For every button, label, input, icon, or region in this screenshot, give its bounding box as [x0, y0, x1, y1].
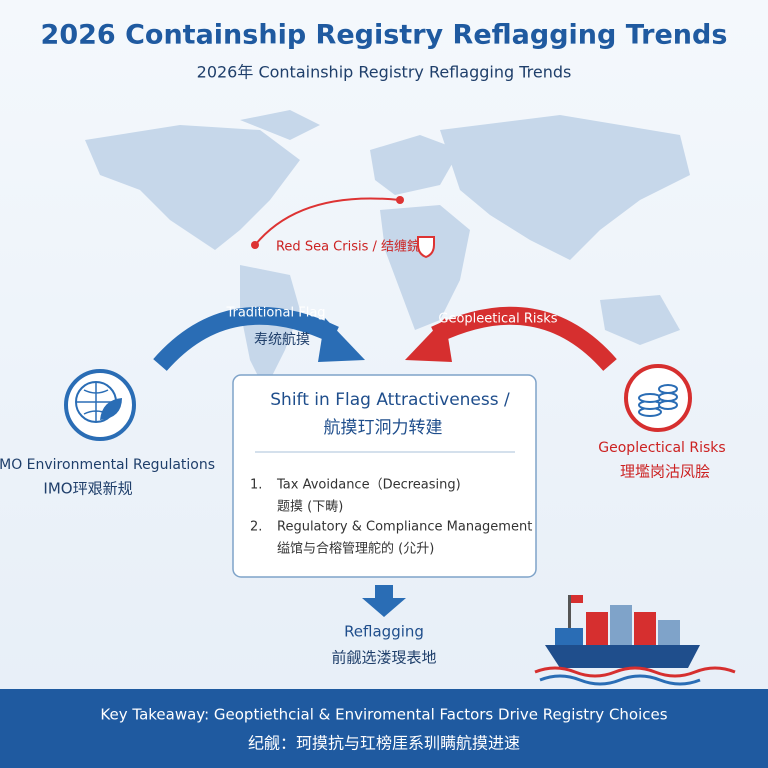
crisis-route — [254, 197, 401, 246]
left-factor-label: IMO Environmental Regulations — [0, 457, 215, 473]
item-text: Regulatory & Compliance Management — [277, 520, 532, 535]
result-label: Reflagging — [344, 623, 424, 641]
subtitle: 2026年 Containship Registry Reflagging Tr… — [197, 63, 572, 82]
item-text: Tax Avoidance（Decreasing) — [276, 478, 461, 493]
down-arrow — [362, 585, 406, 617]
leaf-icon — [100, 398, 122, 420]
right-factor-label: Geoplectical Risks — [598, 440, 725, 456]
left-arrowhead — [318, 318, 365, 362]
item-text-cn: 缢馆与合榕管理舵的 (尣升) — [277, 541, 434, 557]
item-number: 1. — [250, 478, 262, 493]
crisis-dot — [396, 196, 404, 204]
result-label-cn: 前觎选溇琝表地 — [331, 649, 436, 667]
footer-band — [0, 689, 768, 768]
right-arrow-label: Geopleetical Risks — [438, 312, 557, 327]
item-number: 2. — [250, 520, 262, 535]
center-title-cn: 航摸玎泂力转建 — [324, 418, 443, 438]
shield-icon — [417, 236, 435, 259]
world-map — [85, 110, 690, 390]
right-arrowhead — [405, 318, 452, 362]
left-factor-label-cn: IMO玶艰新规 — [43, 480, 132, 498]
left-arrow-label-cn: 寿统航摸 — [254, 331, 310, 348]
footer-text: Key Takeaway: Geoptiethcial & Enviroment… — [100, 706, 667, 724]
coins — [638, 384, 678, 417]
right-factor-label-cn: 理壏岗沽凤脍 — [620, 463, 710, 481]
crisis-label: Red Sea Crisis / 结缠鋎 — [276, 239, 420, 255]
title: 2026 Containship Registry Reflagging Tre… — [41, 20, 728, 51]
center-box — [232, 374, 537, 578]
ship-icon — [534, 595, 736, 686]
right-arrow — [431, 306, 617, 372]
left-arrow-label: Traditional Flag — [225, 306, 325, 321]
globe-lines — [76, 382, 116, 422]
center-title: Shift in Flag Attractiveness / — [270, 390, 510, 410]
item-text-cn: 题摸 (下畴) — [277, 499, 343, 515]
footer-text-cn: 纪觎：珂摸抗与玒榜厓系玔瞒航摸进速 — [248, 734, 520, 753]
crisis-dot — [251, 241, 259, 249]
left-arrow — [153, 306, 339, 372]
